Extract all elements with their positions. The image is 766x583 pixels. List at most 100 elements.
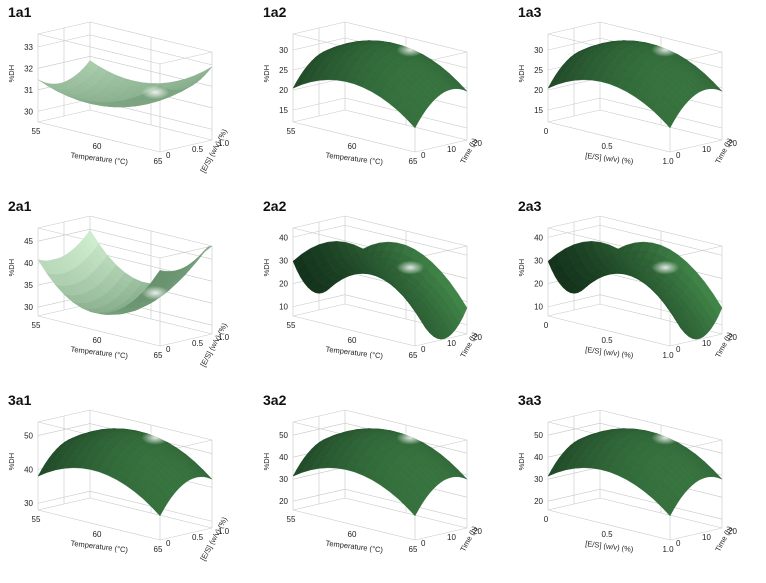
panel-id-label: 2a1 bbox=[8, 198, 32, 214]
y-tick-label: 0 bbox=[421, 345, 426, 354]
z-tick-label: 30 bbox=[24, 499, 33, 508]
x-axis-label: [E/S] (w/v) (%) bbox=[585, 151, 635, 166]
y-axis-label: Time (h) bbox=[458, 524, 479, 553]
x-tick-label: 1.0 bbox=[662, 351, 674, 360]
x-axis-label: Temperature (°C) bbox=[325, 151, 384, 167]
surface-highlight bbox=[396, 42, 425, 57]
z-axis-label: %DH bbox=[262, 259, 271, 277]
y-tick-label: 1.0 bbox=[218, 139, 230, 148]
surface-panel-1a2: 1a2 15 20 25 30 %DH 55 60 65 Temperature (°C) 0 10 2… bbox=[255, 0, 510, 194]
surface-panel-1a1: 1a1 30 31 32 33 %DH 55 60 65 Temperature (°C) 0 0.5… bbox=[0, 0, 255, 194]
surface-panel-3a2: 3a2 20 30 40 50 %DH 55 60 65 Temperature (°C) 0 10 2… bbox=[255, 388, 510, 582]
z-tick-label: 20 bbox=[279, 280, 288, 289]
y-tick-label: 20 bbox=[728, 139, 737, 148]
y-tick-label: 0 bbox=[166, 345, 171, 354]
x-tick-label: 55 bbox=[32, 127, 41, 136]
z-tick-label: 15 bbox=[279, 106, 288, 115]
x-tick-label: 55 bbox=[32, 515, 41, 524]
x-tick-label: 60 bbox=[348, 336, 357, 345]
z-axis-label: %DH bbox=[7, 65, 16, 83]
z-tick-label: 30 bbox=[24, 303, 33, 312]
x-tick-label: 0 bbox=[544, 321, 549, 330]
y-tick-label: 10 bbox=[702, 339, 711, 348]
surface-highlight bbox=[651, 260, 680, 275]
panel-id-label: 3a2 bbox=[263, 392, 287, 408]
y-axis-label: Time (h) bbox=[458, 136, 479, 165]
z-gridline bbox=[37, 228, 213, 260]
x-tick-label: 0.5 bbox=[601, 142, 613, 151]
z-tick-label: 40 bbox=[279, 453, 288, 462]
x-tick-label: 1.0 bbox=[662, 157, 674, 166]
x-tick-label: 60 bbox=[93, 530, 102, 539]
y-tick-label: 10 bbox=[447, 339, 456, 348]
z-tick-label: 20 bbox=[534, 497, 543, 506]
y-tick-label: 0 bbox=[166, 539, 171, 548]
surface-mesh bbox=[292, 241, 468, 340]
panel-id-label: 1a2 bbox=[263, 4, 287, 20]
z-gridline bbox=[547, 97, 723, 129]
x-tick-label: 0 bbox=[544, 515, 549, 524]
z-tick-label: 40 bbox=[279, 233, 288, 242]
panel-id-label: 2a2 bbox=[263, 198, 287, 214]
surface-panel-3a3: 3a3 20 30 40 50 %DH 0 0.5 1.0 [E/S] (w/v) (%) 0 10 2… bbox=[510, 388, 765, 582]
z-axis-label: %DH bbox=[262, 65, 271, 83]
y-tick-label: 20 bbox=[473, 333, 482, 342]
surface-mesh bbox=[547, 241, 723, 340]
z-axis-label: %DH bbox=[517, 65, 526, 83]
y-tick-label: 1.0 bbox=[218, 333, 230, 342]
x-tick-label: 55 bbox=[287, 321, 296, 330]
x-tick-label: 60 bbox=[93, 336, 102, 345]
surface-highlight bbox=[141, 430, 170, 445]
z-tick-label: 32 bbox=[24, 64, 33, 73]
surface-highlight bbox=[651, 42, 680, 57]
panel-id-label: 2a3 bbox=[518, 198, 542, 214]
x-tick-label: 65 bbox=[154, 351, 163, 360]
x-tick-label: 65 bbox=[409, 157, 418, 166]
z-tick-label: 45 bbox=[24, 237, 33, 246]
y-axis-label: Time (h) bbox=[458, 330, 479, 359]
x-tick-label: 60 bbox=[348, 530, 357, 539]
z-tick-label: 25 bbox=[279, 66, 288, 75]
x-tick-label: 60 bbox=[93, 142, 102, 151]
y-tick-label: 0 bbox=[166, 151, 171, 160]
surface-mesh bbox=[37, 428, 213, 517]
x-axis-label: Temperature (°C) bbox=[70, 345, 129, 361]
x-tick-label: 55 bbox=[32, 321, 41, 330]
z-gridline bbox=[292, 97, 468, 129]
y-tick-label: 20 bbox=[728, 527, 737, 536]
z-gridline bbox=[547, 422, 723, 454]
z-tick-label: 50 bbox=[24, 432, 33, 441]
surface-panel-3a1: 3a1 30 40 50 %DH 55 60 65 Temperature (°C) 0 0.5 1.… bbox=[0, 388, 255, 582]
z-gridline bbox=[37, 56, 213, 87]
panel-id-label: 1a1 bbox=[8, 4, 32, 20]
z-tick-label: 10 bbox=[534, 303, 543, 312]
y-tick-label: 0 bbox=[676, 151, 681, 160]
z-tick-label: 15 bbox=[534, 106, 543, 115]
z-tick-label: 30 bbox=[279, 46, 288, 55]
y-tick-label: 10 bbox=[447, 145, 456, 154]
z-gridline bbox=[547, 224, 723, 256]
surface-highlight bbox=[141, 285, 170, 300]
surface-highlight bbox=[396, 260, 425, 275]
x-tick-label: 65 bbox=[409, 545, 418, 554]
surface-panel-2a1: 2a1 30 35 40 45 %DH 55 60 65 Temperature (°C) 0 0.5… bbox=[0, 194, 255, 388]
surface-panel-2a3: 2a3 10 20 30 40 %DH 0 0.5 1.0 [E/S] (w/v) (%) 0 10 2… bbox=[510, 194, 765, 388]
z-tick-label: 50 bbox=[279, 431, 288, 440]
z-tick-label: 30 bbox=[534, 475, 543, 484]
z-tick-label: 30 bbox=[534, 46, 543, 55]
z-tick-label: 20 bbox=[534, 280, 543, 289]
y-tick-label: 0.5 bbox=[192, 145, 204, 154]
panel-id-label: 1a3 bbox=[518, 4, 542, 20]
surface-plot-1a1: 30 31 32 33 %DH 55 60 65 Temperature (°C) 0 0.5 1.0… bbox=[7, 21, 230, 174]
y-tick-label: 0.5 bbox=[192, 339, 204, 348]
z-tick-label: 35 bbox=[24, 281, 33, 290]
z-gridline bbox=[37, 34, 213, 66]
x-tick-label: 65 bbox=[154, 157, 163, 166]
x-tick-label: 1.0 bbox=[662, 545, 674, 554]
z-tick-label: 30 bbox=[24, 107, 33, 116]
